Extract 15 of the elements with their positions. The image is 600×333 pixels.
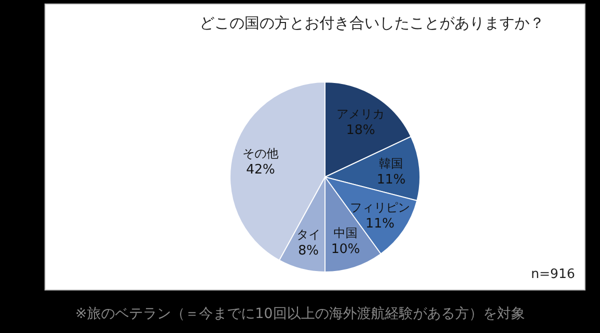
data-label: 10% [331,242,360,258]
slice-label: フィリピン [350,200,410,214]
slice-label: 韓国 [379,156,404,171]
slice-label: アメリカ [336,106,385,121]
slice-label: その他 [242,146,279,160]
slice-label: 中国 [334,226,358,240]
data-label: 42% [246,162,276,178]
chart-title: どこの国の方とお付き合いしたことがありますか？ [200,14,544,32]
slice-label: タイ [296,227,320,242]
data-label: 11% [376,172,406,188]
data-label: 8% [298,243,319,258]
data-label: 11% [366,216,394,232]
text: ※旅のベテラン（＝今までに10回以上の海外渡航経験がある方）を対象 [75,306,525,322]
text: n=916 [531,267,575,282]
data-label: 18% [346,122,376,138]
